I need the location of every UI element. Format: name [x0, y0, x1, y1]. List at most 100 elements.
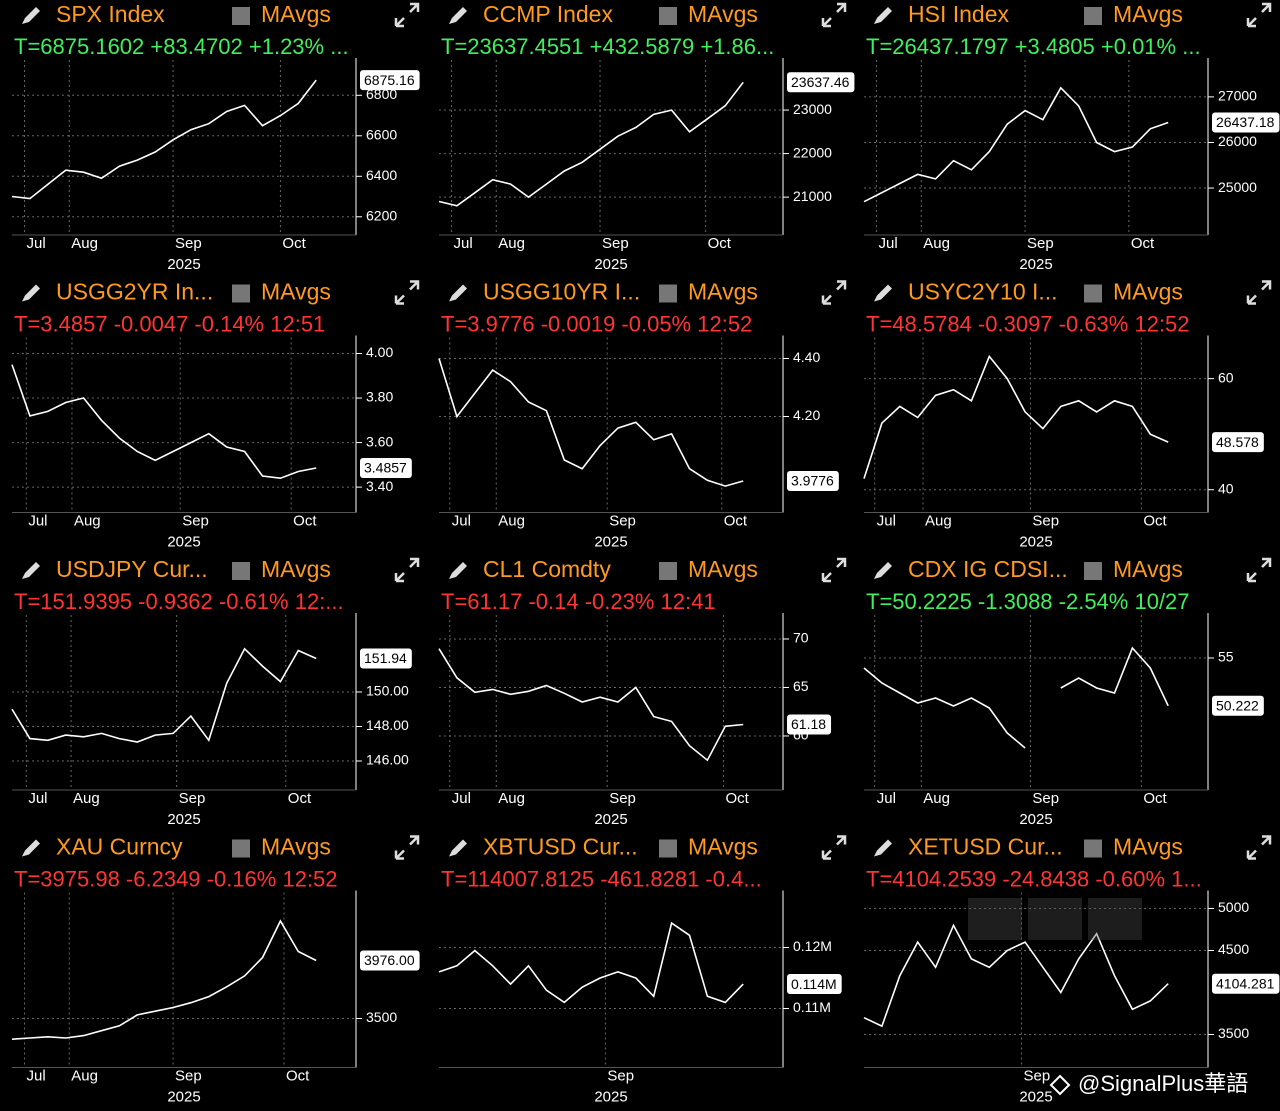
price-line — [863, 923, 1169, 1028]
x-tick-label: Oct — [282, 235, 306, 252]
x-tick-label: Jul — [877, 790, 896, 807]
chart-title: USYC2Y10 I... — [908, 279, 1058, 305]
chart-panel: CL1 Comdty MAvgs T=61.17 -0.14 -0.23% 12:4… — [438, 556, 847, 828]
x-tick-label: Sep — [1027, 235, 1054, 252]
draw-button[interactable] — [1028, 898, 1082, 940]
edit-icon[interactable] — [874, 7, 892, 24]
quote: T=26437.1797 +3.4805 +0.01% ... — [866, 34, 1201, 59]
x-tick-label: Jul — [877, 512, 896, 529]
expand-arrows — [821, 280, 847, 305]
chart-title: CDX IG CDSI... — [908, 556, 1068, 582]
year-label: 2025 — [167, 256, 200, 273]
last-price-label: 48.578 — [1216, 434, 1259, 450]
legend-swatch — [232, 839, 250, 858]
edit-icon[interactable] — [874, 562, 892, 579]
price-line — [11, 79, 317, 200]
crosshair-button[interactable] — [968, 898, 1022, 940]
expand-icon[interactable] — [821, 280, 847, 305]
x-tick-label: Aug — [923, 235, 950, 252]
last-price-label: 6875.16 — [364, 72, 415, 88]
edit-icon[interactable] — [874, 284, 892, 302]
y-tick-label: 150.00 — [366, 683, 409, 699]
x-tick-label: Sep — [179, 790, 206, 807]
chart-title: CCMP Index — [483, 1, 613, 27]
x-tick-label: Aug — [923, 790, 950, 807]
expand-icon[interactable] — [1246, 835, 1272, 860]
legend-label: MAvgs — [1113, 1, 1183, 27]
year-label: 2025 — [167, 533, 200, 550]
expand-icon[interactable] — [1246, 280, 1272, 305]
y-tick-label: 23000 — [793, 101, 832, 117]
x-tick-label: Oct — [286, 1067, 310, 1084]
pencil — [449, 7, 467, 24]
x-tick-label: Sep — [1032, 790, 1059, 807]
chart-panel: SPX Index MAvgs T=6875.1602 +83.4702 +1.23… — [11, 1, 420, 273]
expand-icon[interactable] — [394, 835, 420, 860]
quote: T=48.5784 -0.3097 -0.63% 12:52 — [866, 311, 1190, 336]
x-tick-label: Aug — [73, 790, 100, 807]
y-tick-label: 5000 — [1218, 899, 1249, 915]
last-price-box — [1212, 973, 1280, 994]
edit-icon[interactable] — [449, 562, 467, 579]
zoom-button[interactable] — [1088, 898, 1142, 940]
expand-icon[interactable] — [1246, 2, 1272, 28]
chart-panel: HSI Index MAvgs T=26437.1797 +3.4805 +0.01… — [863, 1, 1280, 273]
y-tick-label: 6600 — [366, 127, 397, 143]
last-price-box — [1212, 432, 1264, 453]
pencil — [874, 284, 892, 302]
expand-icon[interactable] — [394, 557, 420, 583]
expand-icon[interactable] — [394, 280, 420, 305]
expand-arrows — [394, 835, 420, 860]
legend-label: MAvgs — [1113, 556, 1183, 582]
pencil — [449, 839, 467, 857]
legend-swatch — [232, 7, 250, 25]
legend-label: MAvgs — [688, 279, 758, 305]
expand-icon[interactable] — [821, 557, 847, 583]
expand-icon[interactable] — [821, 2, 847, 28]
x-tick-label: Jul — [452, 512, 471, 529]
year-label: 2025 — [594, 256, 627, 273]
pencil — [874, 839, 892, 857]
y-tick-label: 146.00 — [366, 752, 409, 768]
expand-icon[interactable] — [394, 2, 420, 28]
y-tick-label: 4.00 — [366, 344, 393, 360]
x-tick-label: Sep — [1023, 1067, 1050, 1084]
edit-icon[interactable] — [449, 839, 467, 857]
legend-label: MAvgs — [1113, 279, 1183, 305]
quote: T=4104.2539 -24.8438 -0.60% 1... — [866, 866, 1202, 891]
legend-label: MAvgs — [688, 1, 758, 27]
edit-icon[interactable] — [22, 562, 40, 579]
y-tick-label: 4500 — [1218, 941, 1249, 957]
y-tick-label: 3500 — [1218, 1025, 1249, 1041]
edit-icon[interactable] — [449, 284, 467, 302]
legend-swatch — [1084, 562, 1102, 580]
x-tick-label: Jul — [28, 790, 47, 807]
last-price-label: 3.4857 — [364, 460, 407, 476]
edit-icon[interactable] — [22, 7, 40, 24]
price-line — [438, 921, 744, 1004]
edit-icon[interactable] — [449, 7, 467, 24]
y-tick-label: 3.80 — [366, 389, 393, 405]
y-tick-label: 148.00 — [366, 717, 409, 733]
chart-panel: USYC2Y10 I... MAvgs T=48.5784 -0.3097 -0.6… — [863, 279, 1272, 550]
edit-icon[interactable] — [874, 839, 892, 857]
quote: T=50.2225 -1.3088 -2.54% 10/27 — [866, 589, 1190, 614]
y-tick-label: 25000 — [1218, 179, 1257, 195]
last-price-label: 23637.46 — [791, 74, 850, 90]
chart-title: HSI Index — [908, 1, 1009, 27]
x-tick-label: Sep — [609, 512, 636, 529]
chart-title: XETUSD Cur... — [908, 834, 1063, 860]
chart-title: USDJPY Cur... — [56, 556, 208, 582]
edit-icon[interactable] — [22, 284, 40, 302]
expand-icon[interactable] — [821, 835, 847, 860]
edit-icon[interactable] — [22, 839, 40, 857]
legend-swatch — [232, 562, 250, 580]
year-label: 2025 — [167, 811, 200, 828]
expand-icon[interactable] — [1246, 557, 1272, 583]
y-tick-label: 0.11M — [793, 999, 831, 1015]
price-line — [1060, 646, 1169, 707]
expand-arrows — [821, 2, 847, 28]
x-tick-label: Aug — [498, 512, 525, 529]
x-tick-label: Oct — [1131, 235, 1155, 252]
